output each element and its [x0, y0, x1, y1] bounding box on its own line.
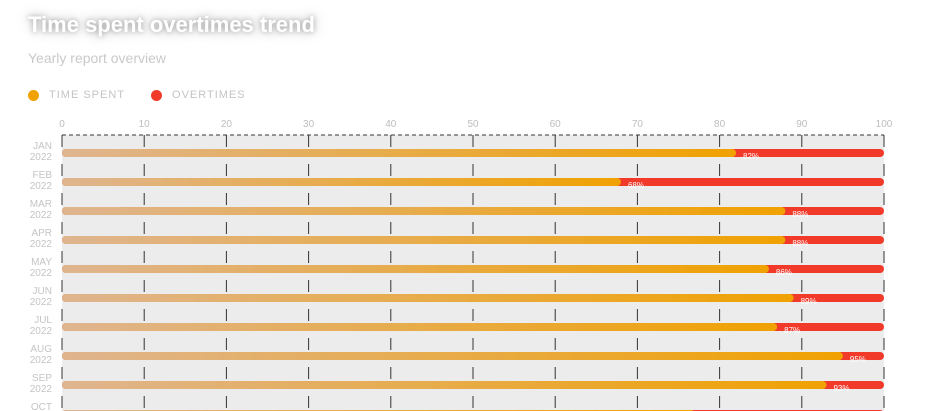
data-label: 88%	[792, 239, 808, 248]
data-label: 86%	[776, 268, 792, 277]
x-tick-label: 40	[385, 119, 397, 130]
y-tick-label-year: 2022	[30, 210, 53, 221]
chart-title: Time spent overtimes trend	[28, 12, 315, 37]
y-tick-label-month: JAN	[33, 141, 52, 152]
time-spent-bar	[62, 149, 737, 157]
chart-subtitle: Yearly report overview	[28, 50, 166, 66]
y-tick-label-year: 2022	[30, 181, 53, 192]
x-tick-label: 50	[467, 119, 479, 130]
time-spent-bar	[62, 265, 769, 273]
legend-marker-time-spent	[28, 89, 39, 101]
y-tick-label-month: FEB	[33, 170, 53, 181]
y-tick-label-year: 2022	[30, 326, 53, 337]
legend-item-overtimes[interactable]: OVERTIMES	[151, 89, 246, 101]
time-spent-bar	[62, 207, 786, 215]
time-spent-bar	[62, 381, 827, 389]
data-label: 88%	[792, 210, 808, 219]
x-tick-label: 70	[632, 119, 644, 130]
time-spent-bar	[62, 352, 843, 360]
legend-item-time-spent[interactable]: TIME SPENT	[28, 89, 125, 101]
y-tick-label-year: 2022	[30, 384, 53, 395]
y-tick-label-month: JUN	[33, 286, 52, 297]
chart-legend: TIME SPENT OVERTIMES	[28, 89, 246, 101]
legend-label-overtimes: OVERTIMES	[172, 89, 246, 101]
x-tick-label: 60	[550, 119, 562, 130]
data-label: 82%	[743, 152, 759, 161]
legend-label-time-spent: TIME SPENT	[49, 89, 126, 101]
y-tick-label-month: APR	[31, 228, 52, 239]
x-tick-label: 0	[59, 119, 65, 130]
y-tick-label-year: 2022	[30, 268, 53, 279]
data-label: 93%	[833, 384, 849, 393]
x-tick-label: 80	[714, 119, 726, 130]
time-spent-bar	[62, 236, 786, 244]
x-tick-label: 10	[139, 119, 151, 130]
y-tick-label-month: JUL	[34, 315, 52, 326]
y-tick-label-month: SEP	[32, 373, 52, 384]
x-tick-label: 20	[221, 119, 233, 130]
data-label: 89%	[801, 297, 817, 306]
y-tick-label-month: AUG	[30, 344, 52, 355]
data-label: 87%	[784, 326, 800, 335]
y-tick-label-year: 2022	[30, 355, 53, 366]
y-tick-label-year: 2022	[30, 239, 53, 250]
data-label: 95%	[850, 355, 866, 364]
time-spent-bar	[62, 323, 778, 331]
y-tick-label-year: 2022	[30, 297, 53, 308]
x-tick-label: 90	[796, 119, 808, 130]
x-tick-label: 30	[303, 119, 315, 130]
legend-marker-overtimes	[151, 89, 163, 101]
time-spent-bar	[62, 178, 621, 186]
data-label: 68%	[628, 181, 644, 190]
y-tick-label-month: MAY	[31, 257, 52, 268]
y-tick-label-month: MAR	[30, 199, 52, 210]
time-spent-bar	[62, 294, 794, 302]
x-tick-label: 100	[876, 119, 893, 130]
y-tick-label-month: OCT	[31, 402, 52, 411]
y-tick-label-year: 2022	[30, 152, 53, 163]
